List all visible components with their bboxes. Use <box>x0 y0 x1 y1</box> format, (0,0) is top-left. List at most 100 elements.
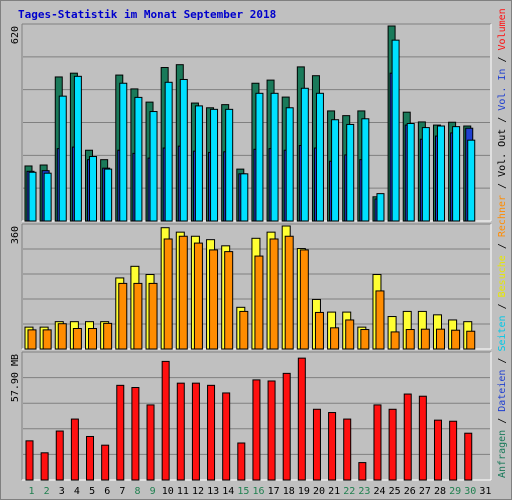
bar-seiten <box>240 173 249 222</box>
bar-seiten <box>134 96 143 222</box>
legend-entry: / <box>497 237 508 255</box>
bar-rechner <box>27 329 37 350</box>
bar-rechner <box>269 238 279 350</box>
bar-volumen <box>358 462 367 481</box>
bar-seiten <box>225 108 234 222</box>
bar-rechner <box>375 290 385 350</box>
bar-volumen <box>207 384 216 481</box>
bar-seiten <box>421 127 430 222</box>
bar-volumen <box>449 420 458 481</box>
x-tick-label: 15 <box>237 486 249 497</box>
x-tick-label: 7 <box>119 486 125 497</box>
x-tick-label: 4 <box>74 486 80 497</box>
bar-seiten <box>285 107 294 222</box>
bar-rechner <box>118 282 128 350</box>
x-tick-label: 31 <box>479 486 491 497</box>
bar-seiten <box>406 123 415 222</box>
bar-rechner <box>163 238 173 350</box>
bar-rechner <box>88 328 98 350</box>
x-tick-label: 30 <box>464 486 476 497</box>
chart-title: Tages-Statistik im Monat September 2018 <box>18 8 277 21</box>
bar-seiten <box>331 119 340 222</box>
x-tick-label: 22 <box>343 486 355 497</box>
bar-volumen <box>252 379 261 481</box>
legend-entry: Vol. Out <box>497 129 508 177</box>
bar-volumen <box>373 404 382 481</box>
bar-rechner <box>390 331 400 350</box>
bar-seiten <box>43 172 52 222</box>
bar-volumen <box>388 408 397 481</box>
bar-rechner <box>314 311 324 350</box>
ymax-label-besuche: 360 <box>10 226 21 244</box>
legend-entry: Rechner <box>497 195 508 237</box>
bar-volumen <box>40 452 49 481</box>
x-tick-label: 8 <box>134 486 140 497</box>
bar-seiten <box>315 92 324 222</box>
bar-volumen <box>464 432 473 481</box>
bar-volumen <box>70 418 79 481</box>
bar-seiten <box>467 139 476 222</box>
bar-seiten <box>89 156 98 222</box>
legend-entry: Vol. In <box>497 69 508 111</box>
bar-rechner <box>148 282 158 350</box>
bar-seiten <box>210 108 219 222</box>
bar-seiten <box>119 82 128 222</box>
bar-seiten <box>346 123 355 222</box>
bar-rechner <box>466 330 476 350</box>
x-tick-label: 23 <box>358 486 370 497</box>
bar-volumen <box>116 384 125 481</box>
x-tick-label: 9 <box>150 486 156 497</box>
bar-volumen <box>191 382 200 481</box>
x-tick-label: 6 <box>104 486 110 497</box>
bar-volumen <box>433 419 442 481</box>
legend-entry: Volumen <box>497 8 508 50</box>
bar-seiten <box>73 75 82 222</box>
x-tick-label: 5 <box>89 486 95 497</box>
x-tick-label: 10 <box>162 486 174 497</box>
x-tick-label: 25 <box>389 486 401 497</box>
bar-rechner <box>103 322 113 350</box>
legend-entry: Anfragen <box>497 430 508 478</box>
bar-seiten <box>452 126 461 222</box>
bar-rechner <box>405 329 415 350</box>
bar-seiten <box>58 95 67 222</box>
bar-rechner <box>224 251 234 350</box>
bar-volumen <box>161 360 170 481</box>
bar-seiten <box>436 125 445 222</box>
x-tick-label: 2 <box>44 486 50 497</box>
x-tick-label: 3 <box>59 486 65 497</box>
bar-rechner <box>209 249 219 350</box>
bar-seiten <box>391 39 400 222</box>
bar-rechner <box>299 249 309 350</box>
bar-seiten <box>179 78 188 222</box>
x-tick-label: 24 <box>374 486 386 497</box>
bar-rechner <box>133 282 143 350</box>
x-tick-label: 17 <box>268 486 280 497</box>
x-tick-label: 21 <box>328 486 340 497</box>
bar-volumen <box>176 382 185 481</box>
ymax-label-volumen: 57.90 MB <box>10 354 21 402</box>
bar-rechner <box>345 319 355 350</box>
bar-rechner <box>72 328 82 350</box>
ymax-label-anfragen: 620 <box>10 26 21 44</box>
bar-volumen <box>328 412 337 481</box>
bar-volumen <box>101 444 110 481</box>
bar-volumen <box>55 430 64 481</box>
legend-entry: Besuche <box>497 255 508 297</box>
x-tick-label: 27 <box>419 486 431 497</box>
bar-seiten <box>300 87 309 222</box>
x-tick-label: 28 <box>434 486 446 497</box>
legend-entry: Seiten <box>497 315 508 351</box>
bar-seiten <box>149 111 158 222</box>
x-tick-label: 26 <box>404 486 416 497</box>
bar-volumen <box>403 393 412 481</box>
bar-volumen <box>267 380 276 481</box>
x-tick-label: 13 <box>207 486 219 497</box>
bar-volumen <box>312 408 321 481</box>
x-tick-label: 29 <box>449 486 461 497</box>
x-tick-label: 19 <box>298 486 310 497</box>
x-tick-label: 18 <box>283 486 295 497</box>
bar-rechner <box>57 323 67 350</box>
bar-rechner <box>360 329 370 350</box>
bar-rechner <box>42 329 52 350</box>
